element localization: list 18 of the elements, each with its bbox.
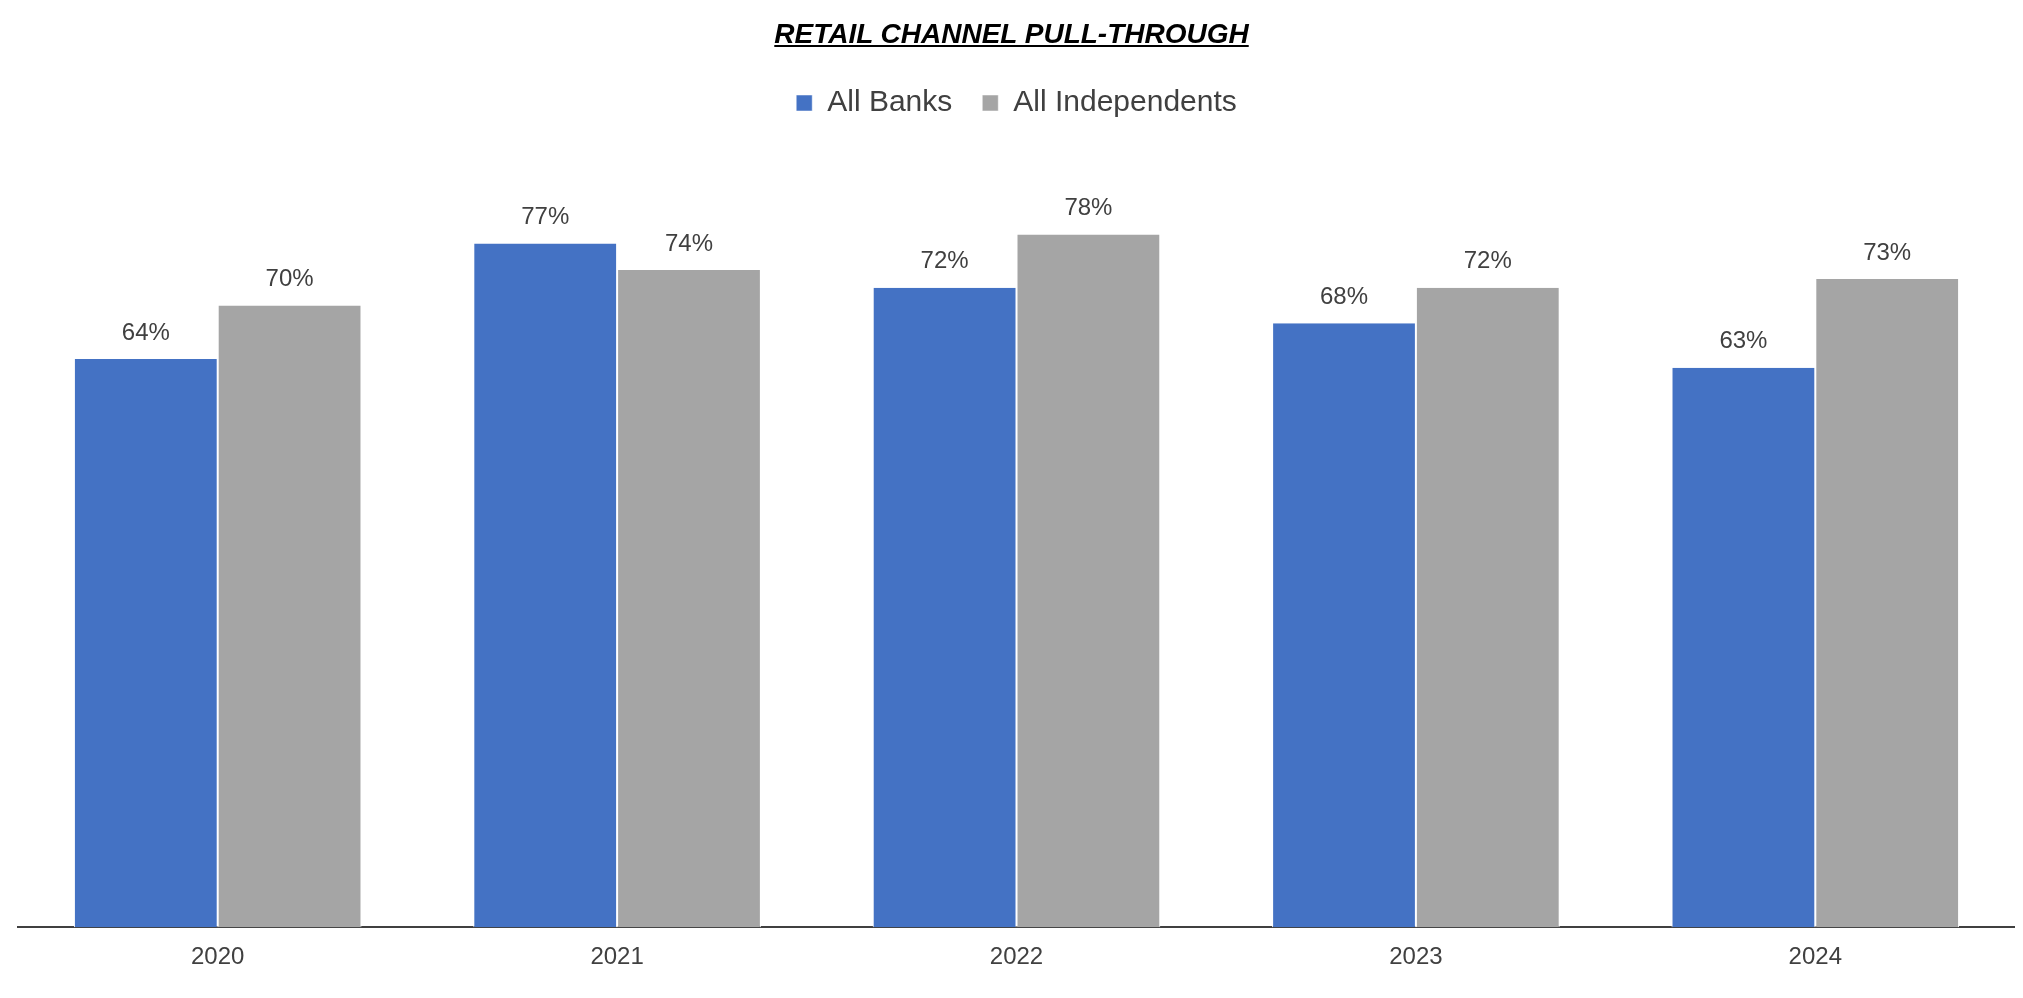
data-label: 72% <box>920 246 969 274</box>
data-label: 77% <box>521 202 570 230</box>
x-tick-label: 2021 <box>590 942 644 970</box>
data-label: 74% <box>664 228 714 256</box>
data-label: 70% <box>265 264 314 292</box>
data-label: 64% <box>121 317 170 345</box>
x-tick-label: 2022 <box>989 942 1044 970</box>
data-label: 72% <box>1463 246 1512 274</box>
x-tick-label: 2023 <box>1389 942 1443 970</box>
data-label: 68% <box>1319 281 1369 309</box>
legend-label: All Banks <box>827 84 953 118</box>
data-label: 78% <box>1064 193 1113 221</box>
data-label: 73% <box>1863 237 1912 265</box>
legend-label: All Independents <box>1013 84 1237 118</box>
chart-title: RETAIL CHANNEL PULL-THROUGH <box>773 17 1250 51</box>
data-label: 63% <box>1719 326 1768 354</box>
x-tick-label: 2020 <box>191 942 245 970</box>
x-tick-label: 2024 <box>1788 942 1842 970</box>
